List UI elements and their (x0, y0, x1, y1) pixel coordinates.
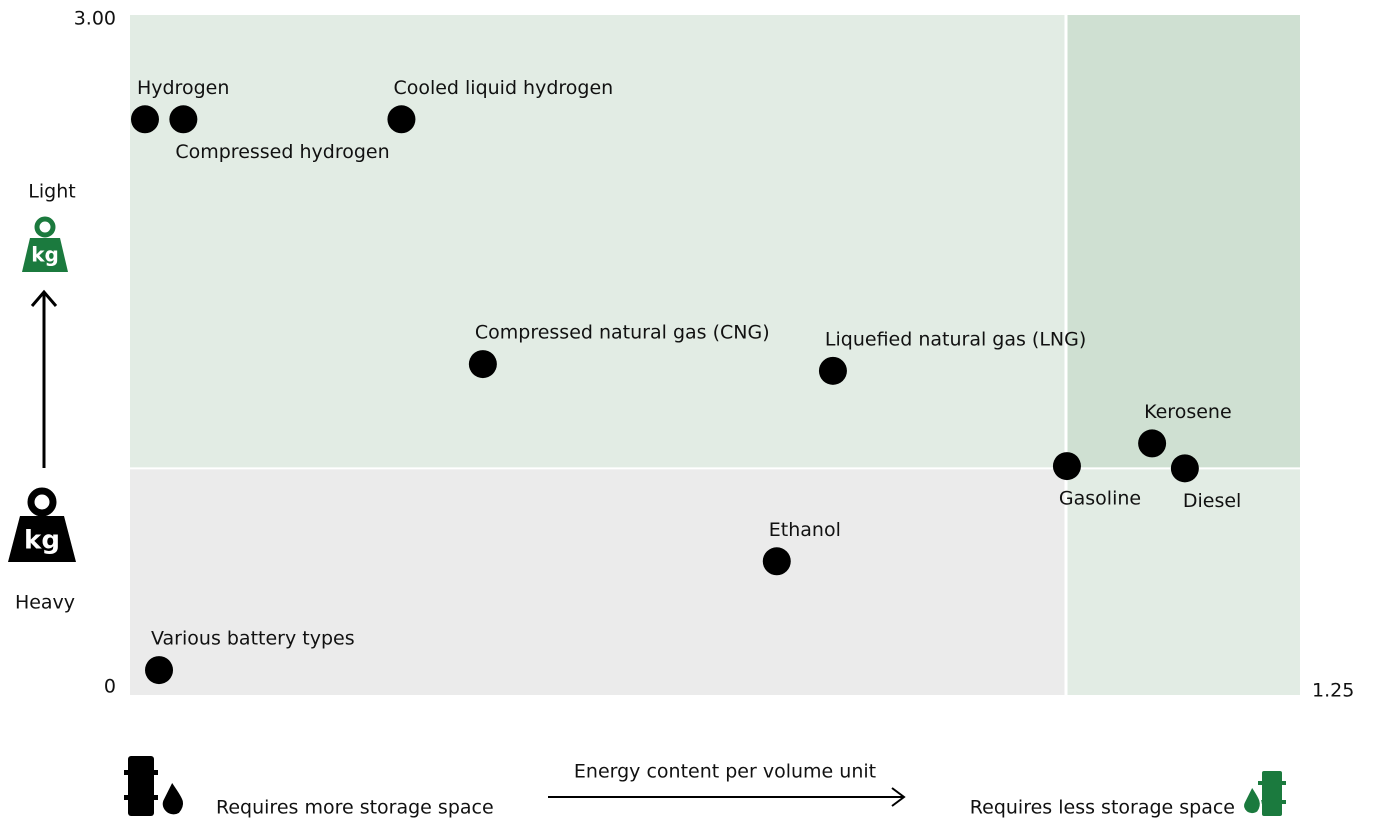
point-label: Cooled liquid hydrogen (393, 77, 613, 99)
y-bottom-label: Heavy (15, 592, 75, 614)
y-top-label: Light (28, 181, 75, 203)
point (468, 350, 497, 379)
heavy-icon: kg (8, 487, 76, 562)
point-label: Compressed natural gas (CNG) (475, 322, 770, 344)
barrel-icon-green (1242, 771, 1286, 816)
region-heavy-bulky (130, 468, 1066, 695)
region-light-bulky (130, 15, 1066, 469)
point-label: Ethanol (769, 519, 841, 541)
point (818, 356, 847, 385)
x-left-label: Requires more storage space (216, 797, 494, 819)
background-regions (130, 15, 1300, 695)
point-label: Hydrogen (137, 77, 229, 99)
x-axis-label: Energy content per volume unit (574, 761, 876, 783)
region-heavy-compact (1066, 468, 1300, 695)
point (169, 105, 198, 134)
point-label: Compressed hydrogen (175, 141, 389, 163)
point-label: Kerosene (1144, 401, 1232, 423)
point-label: Liquefied natural gas (LNG) (825, 328, 1086, 350)
y-arrow-head (30, 289, 58, 307)
region-light-compact (1066, 15, 1300, 469)
x-arrow-head (891, 787, 906, 807)
point-label: Various battery types (151, 628, 355, 650)
y-tick-label: 0 (104, 676, 116, 698)
point (1138, 429, 1167, 458)
point (130, 105, 159, 134)
x-right-label: Requires less storage space (970, 797, 1235, 819)
y-tick-label: 3.00 (74, 8, 116, 30)
point (1170, 454, 1199, 483)
point (387, 105, 416, 134)
point (145, 656, 174, 685)
icon-text: kg (31, 243, 59, 267)
barrel-icon (124, 756, 186, 818)
point (1052, 452, 1081, 481)
icon-text: kg (24, 526, 60, 556)
point-label: Gasoline (1059, 488, 1141, 510)
light-icon: kg (22, 216, 68, 272)
point-label: Diesel (1183, 490, 1241, 512)
point (762, 547, 791, 576)
x-tick-label: 1.25 (1312, 680, 1354, 702)
